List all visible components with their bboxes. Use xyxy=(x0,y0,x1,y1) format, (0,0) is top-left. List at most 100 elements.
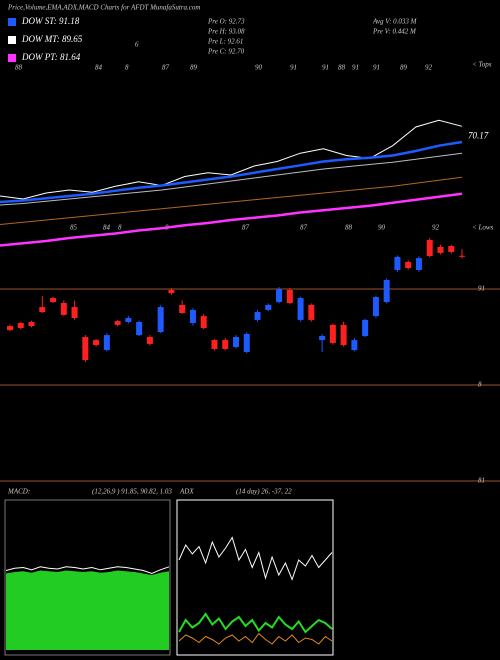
date-label: 8 xyxy=(118,224,122,232)
date-label: 91 xyxy=(352,64,359,72)
date-label: 84 xyxy=(95,64,103,72)
candle-body xyxy=(437,246,444,253)
candle-body xyxy=(93,340,100,346)
date-label: 88 xyxy=(338,64,346,72)
volume-value: Pre V: 0.442 M xyxy=(372,28,417,36)
candle-body xyxy=(297,298,304,320)
candle-body xyxy=(114,321,121,325)
prev-value: Pre C: 92.70 xyxy=(207,48,245,56)
candle-body xyxy=(448,245,455,252)
y-tick-label: 91 xyxy=(478,285,485,293)
date-label: 90 xyxy=(378,224,386,232)
date-label: 88 xyxy=(345,224,353,232)
candle-body xyxy=(340,324,347,346)
macd-title: MACD: xyxy=(7,488,30,496)
candle-body xyxy=(459,255,465,257)
candle-body xyxy=(362,319,369,337)
area xyxy=(6,570,169,650)
date-label: 87 xyxy=(242,224,250,232)
date-label: 89 xyxy=(190,64,198,72)
legend-swatch xyxy=(8,36,16,44)
line xyxy=(0,152,463,206)
date-label: 92 xyxy=(432,224,440,232)
candle-body xyxy=(372,297,379,317)
corner-label: 6 xyxy=(135,41,139,49)
legend-swatch xyxy=(8,54,16,62)
candle-body xyxy=(405,261,412,269)
date-label: 8 xyxy=(125,64,129,72)
date-label: 87 xyxy=(300,224,308,232)
candle-body xyxy=(17,322,24,328)
candle-body xyxy=(168,289,175,294)
candle-body xyxy=(319,336,326,341)
date-label: 91 xyxy=(290,64,297,72)
candle-body xyxy=(82,337,89,361)
prev-value: Pre H: 93.08 xyxy=(207,28,245,36)
chart-title: Price,Volume,EMA,ADX,MACD Charts for AFD… xyxy=(7,4,200,12)
candle-body xyxy=(189,309,196,323)
candle-body xyxy=(243,333,250,352)
candle-body xyxy=(233,337,239,347)
candle-body xyxy=(157,307,164,333)
date-label: 89 xyxy=(400,64,408,72)
candle-body xyxy=(222,340,229,349)
candle-body xyxy=(7,326,13,331)
tops-label: < Tops xyxy=(472,61,492,69)
date-label: 85 xyxy=(70,224,78,232)
candle-body xyxy=(146,337,153,344)
line xyxy=(178,632,333,645)
candle-body xyxy=(71,307,78,318)
date-label: 91 xyxy=(373,64,380,72)
line xyxy=(178,612,333,634)
line xyxy=(0,192,463,247)
candle-body xyxy=(394,256,401,270)
date-label: 91 xyxy=(322,64,329,72)
y-tick-label: 70.17 xyxy=(468,130,489,140)
prev-value: Pre L: 92.61 xyxy=(207,38,243,46)
candle-body xyxy=(276,289,283,303)
candle-body xyxy=(136,322,143,336)
date-label: 92 xyxy=(425,64,433,72)
candle-body xyxy=(383,279,390,303)
date-label: 84 xyxy=(103,224,111,232)
y-tick-label: 81 xyxy=(478,477,485,485)
candle-body xyxy=(254,312,261,320)
adx-frame xyxy=(176,499,334,656)
adx-params: (14 day) 26, -37, 22 xyxy=(236,488,292,496)
candle-body xyxy=(125,317,132,323)
candle-body xyxy=(50,298,57,303)
candle-body xyxy=(39,307,46,313)
candle-body xyxy=(426,240,433,256)
volume-value: Avg V: 0.033 M xyxy=(372,18,418,26)
prev-value: Pre O: 92.73 xyxy=(207,18,245,26)
line xyxy=(178,536,333,581)
legend-label: DOW ST: 91.18 xyxy=(21,16,80,26)
lows-label: < Lows xyxy=(472,224,494,232)
candle-body xyxy=(211,340,218,349)
line xyxy=(0,140,463,204)
candle-body xyxy=(351,340,358,351)
candle-body xyxy=(308,304,315,320)
candle-body xyxy=(179,304,186,313)
y-tick-label: 8 xyxy=(478,381,482,389)
candle-body xyxy=(265,304,272,310)
line xyxy=(0,176,463,225)
date-label: 87 xyxy=(162,64,170,72)
macd-frame xyxy=(4,499,171,656)
line xyxy=(5,567,170,574)
legend-swatch xyxy=(8,18,16,26)
candle-body xyxy=(60,303,67,315)
candle-body xyxy=(329,324,336,343)
adx-title: ADX xyxy=(179,488,194,496)
candle-body xyxy=(103,335,110,351)
candle-body xyxy=(200,316,207,328)
line xyxy=(0,119,463,200)
date-label: 88 xyxy=(15,64,23,72)
legend-label: DOW PT: 81.64 xyxy=(21,52,81,62)
date-label: 90 xyxy=(255,64,263,72)
candle-body xyxy=(415,258,422,270)
candle-body xyxy=(286,289,293,304)
